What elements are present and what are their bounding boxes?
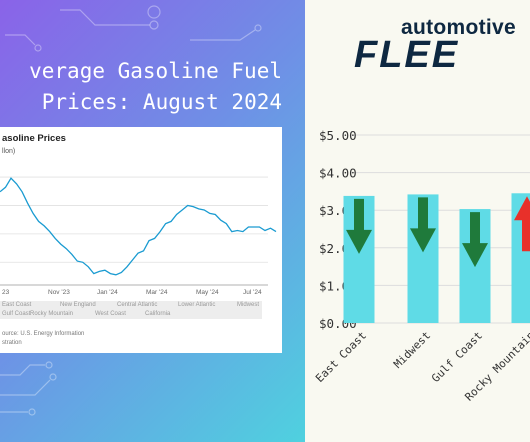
legend-item: New England bbox=[60, 302, 96, 308]
brand-logo-main: FLEE bbox=[354, 34, 460, 76]
inner-chart-source-cont: stration bbox=[2, 340, 22, 346]
inner-chart-card: asoline Prices llon) 23 Nov '23 Jan '24 Mar… bbox=[0, 127, 282, 353]
circuit-decoration bbox=[0, 0, 305, 442]
x-tick-label: 23 bbox=[2, 289, 10, 296]
legend-item: West Coast bbox=[95, 311, 126, 317]
inner-line-chart: 23 Nov '23 Jan '24 Mar '24 May '24 Jul '24 bbox=[0, 176, 277, 296]
x-tick-label: Midwest bbox=[391, 329, 433, 371]
circuit-line bbox=[0, 364, 45, 376]
circuit-node bbox=[254, 24, 262, 32]
x-tick-label: May '24 bbox=[196, 289, 219, 296]
legend-item: Rocky Mountain bbox=[30, 311, 74, 317]
down-arrow-icon bbox=[346, 198, 372, 254]
right-panel: automotive FLEE $0.00 $1.00 $2.00 $3.00 $4.0… bbox=[305, 0, 530, 442]
series-line bbox=[0, 177, 277, 276]
legend-item: Central Atlantic bbox=[117, 302, 158, 308]
x-tick-label: Gulf Coast bbox=[429, 329, 485, 385]
up-arrow-icon bbox=[514, 196, 530, 252]
legend-item: East Coast bbox=[2, 302, 32, 308]
legend-item: California bbox=[145, 311, 171, 317]
legend-item: Gulf Coast bbox=[2, 311, 31, 317]
y-tick-label: $5.00 bbox=[319, 128, 357, 143]
inner-chart-legend: East Coast New England Central Atlantic … bbox=[0, 301, 262, 319]
inner-chart-unit: llon) bbox=[2, 148, 16, 155]
headline: verage Gasoline Fuel Prices: August 2024 bbox=[0, 56, 282, 118]
circuit-line bbox=[60, 9, 150, 26]
circuit-node bbox=[147, 5, 161, 19]
circuit-node bbox=[49, 373, 57, 381]
down-arrow-icon bbox=[462, 212, 488, 268]
circuit-node bbox=[45, 361, 53, 369]
headline-line-2: Prices: August 2024 bbox=[41, 90, 282, 114]
x-tick-label: Jul '24 bbox=[243, 289, 262, 296]
circuit-line bbox=[190, 29, 256, 41]
circuit-node bbox=[28, 408, 36, 416]
x-tick-label: East Coast bbox=[313, 329, 369, 385]
legend-item: Midwest bbox=[237, 302, 260, 308]
x-tick-label: Nov '23 bbox=[48, 289, 70, 296]
left-panel: verage Gasoline Fuel Prices: August 2024… bbox=[0, 0, 305, 442]
brand-logo-top: automotive bbox=[401, 16, 517, 39]
circuit-node bbox=[149, 20, 159, 30]
headline-line-1: verage Gasoline Fuel bbox=[29, 59, 282, 83]
circuit-line bbox=[5, 34, 36, 46]
y-tick-label: $4.00 bbox=[319, 166, 357, 181]
circuit-node bbox=[34, 44, 42, 52]
x-tick-label: Jan '24 bbox=[97, 289, 118, 296]
x-tick-label: Mar '24 bbox=[146, 289, 168, 296]
inner-chart-title: asoline Prices bbox=[2, 133, 66, 144]
down-arrow-icon bbox=[410, 197, 436, 253]
legend-item: Lower Atlantic bbox=[178, 302, 216, 308]
inner-chart-source: ource: U.S. Energy Information bbox=[2, 331, 85, 337]
circuit-line bbox=[0, 379, 51, 396]
